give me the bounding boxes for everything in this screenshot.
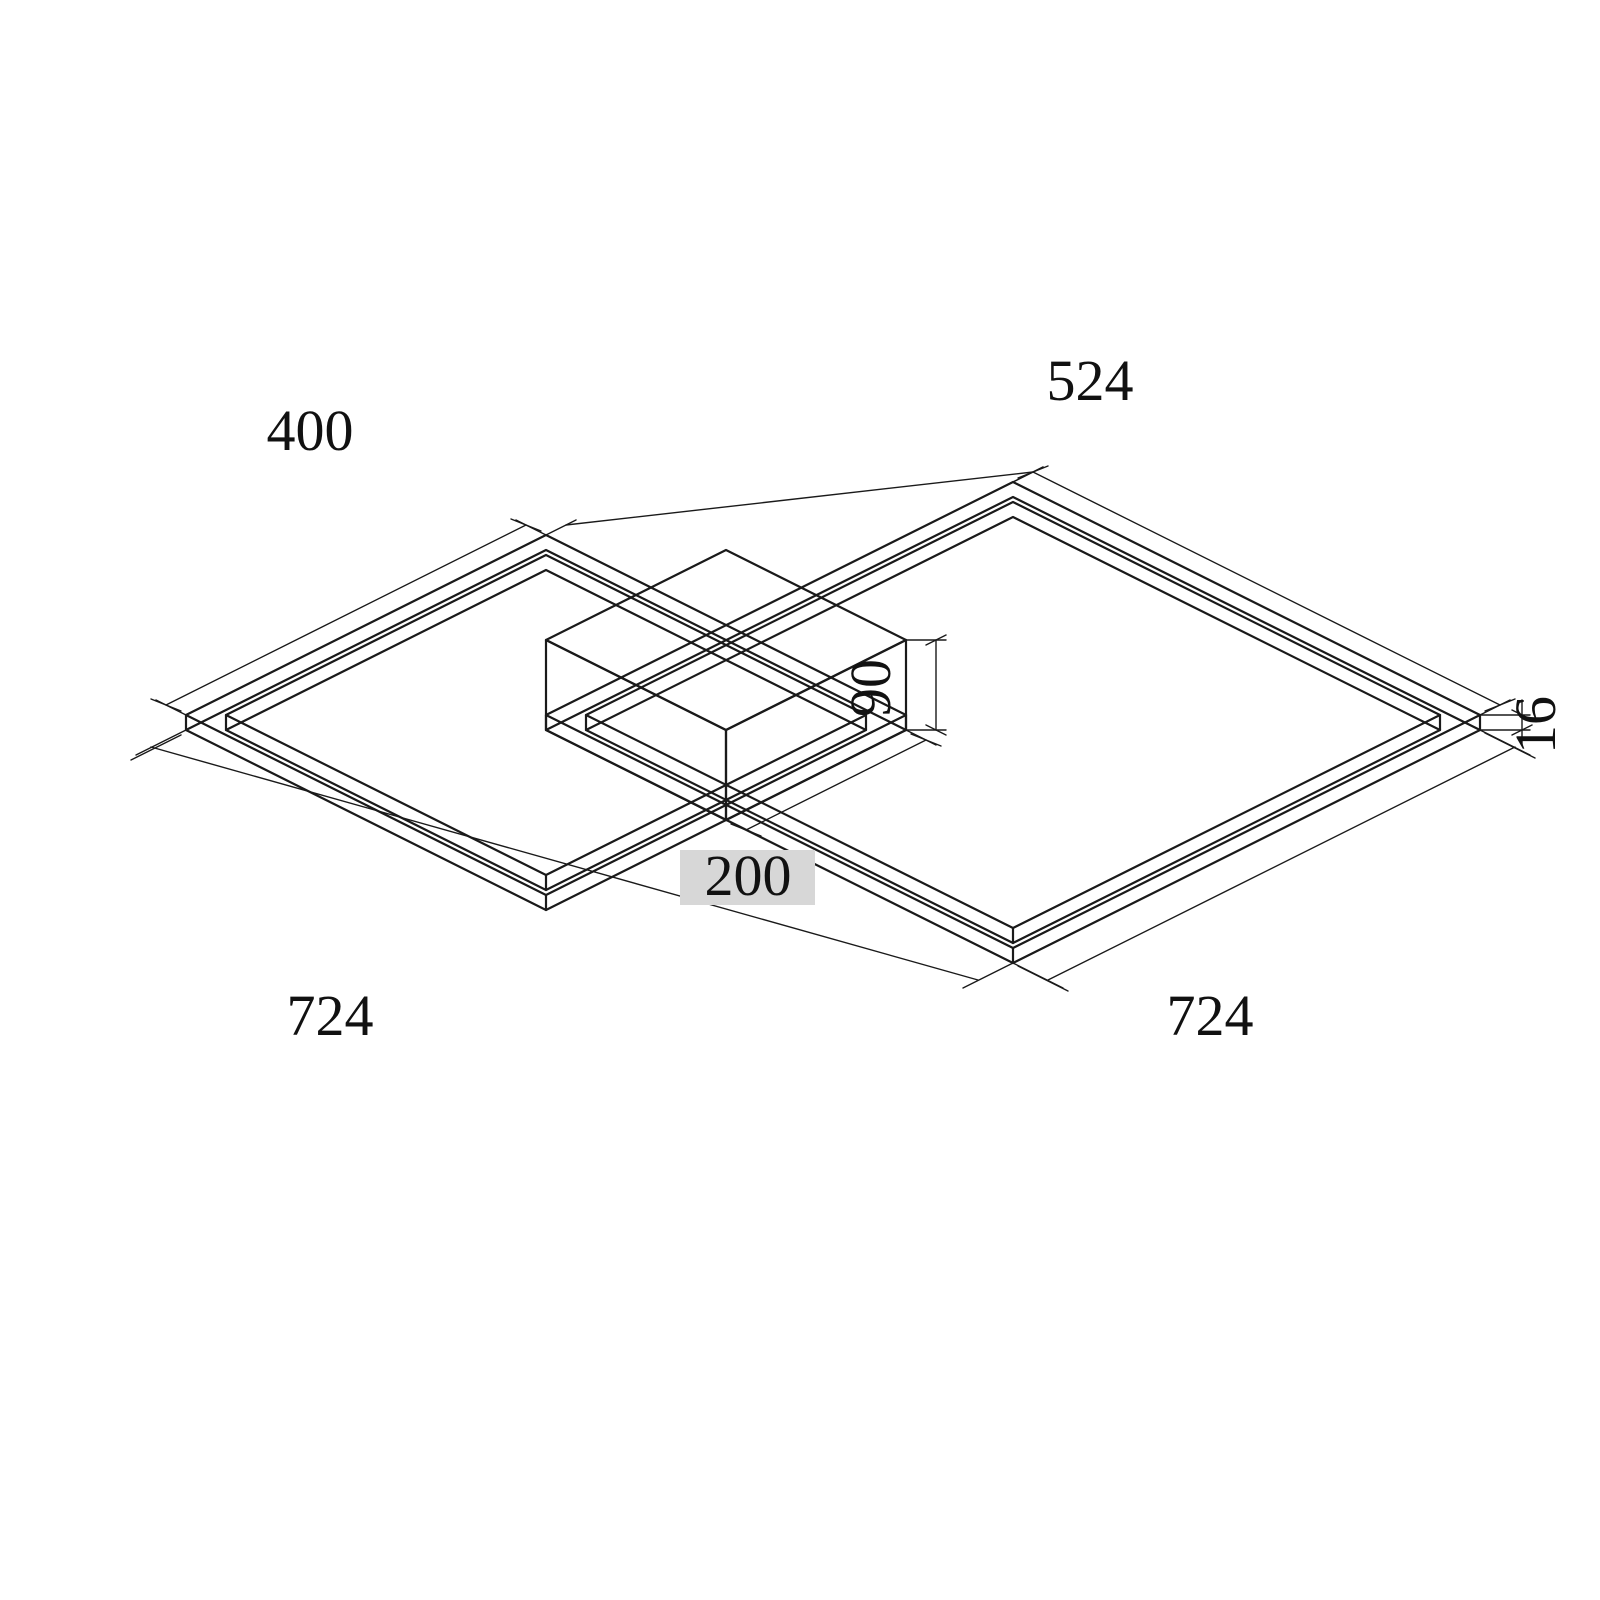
center-box-left	[546, 640, 726, 820]
label-400: 400	[267, 398, 354, 463]
dim-90-lines	[906, 635, 946, 735]
dim-400-lines	[151, 519, 546, 715]
label-90: 90	[838, 659, 903, 717]
label-724-right: 724	[1167, 983, 1254, 1048]
label-200: 200	[705, 843, 792, 908]
dim-524-lines-b	[1013, 466, 1515, 715]
label-524: 524	[1047, 348, 1134, 413]
dimension-drawing: 400 524 90 16 200 724 724	[0, 0, 1600, 1600]
label-16: 16	[1503, 696, 1568, 754]
dim-724-right-lines	[1013, 730, 1535, 991]
label-724-left: 724	[287, 983, 374, 1048]
